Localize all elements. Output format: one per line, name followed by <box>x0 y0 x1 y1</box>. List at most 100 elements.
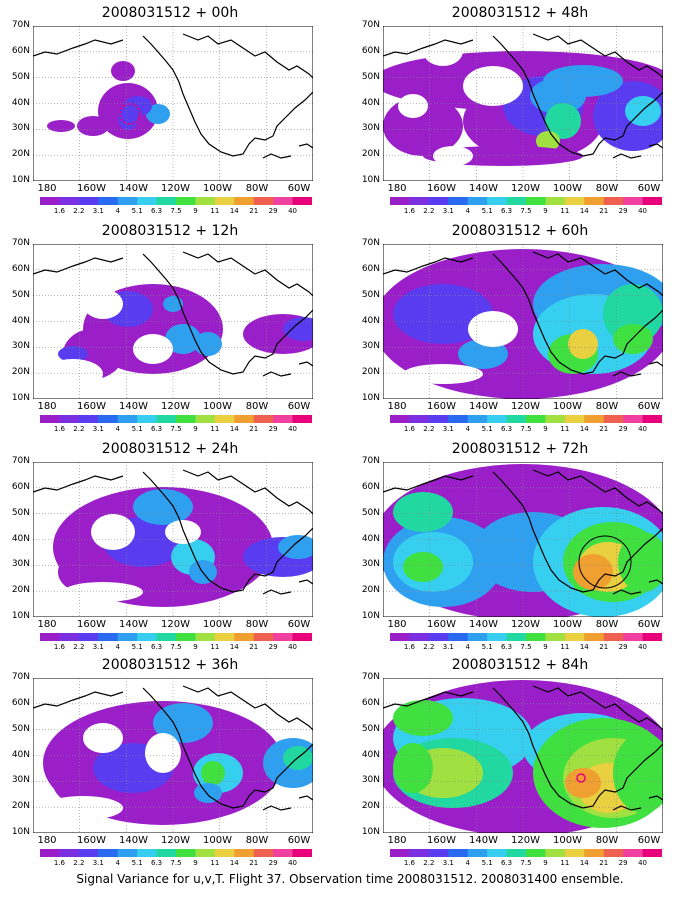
latitude-label: 50N <box>11 723 30 734</box>
colorbar-label: 4 <box>465 859 470 867</box>
colorbar-swatch <box>545 849 566 857</box>
panel-title: 2008031512 + 24h <box>101 441 239 457</box>
latitude-label: 20N <box>11 149 30 160</box>
colorbar-swatch <box>564 415 585 423</box>
colorbar-swatch <box>428 849 449 857</box>
map-panel: 2008031512 + 72h 70N 60N 50N 40N 30N 20N 10N 180… <box>350 440 670 652</box>
latitude-label: 60N <box>361 45 380 56</box>
colorbar-label: 5.1 <box>131 207 143 215</box>
colorbar-label: 11 <box>560 859 570 867</box>
colorbar-swatch <box>564 633 585 641</box>
colorbar-swatch <box>526 633 546 641</box>
colorbar-label: 29 <box>268 207 278 215</box>
colorbar-swatch <box>467 415 488 423</box>
colorbar-label: 2.2 <box>73 643 85 651</box>
latitude-label: 30N <box>361 123 380 134</box>
colorbar-swatch <box>409 197 430 205</box>
colorbar-swatch <box>526 849 546 857</box>
latitude-label: 70N <box>11 20 30 30</box>
latitude-label: 20N <box>361 801 380 812</box>
colorbar-label: 3.1 <box>442 859 454 867</box>
variance-map <box>33 244 313 399</box>
latitude-label: 20N <box>11 801 30 812</box>
colorbar-swatch <box>78 633 99 641</box>
colorbar-label: 3.1 <box>92 425 104 433</box>
colorbar-swatch <box>40 415 60 423</box>
latitude-label: 50N <box>11 507 30 518</box>
colorbar-label: 9 <box>193 643 198 651</box>
latitude-label: 50N <box>361 71 380 82</box>
low-variance-area <box>403 364 483 384</box>
longitude-label: 80W <box>595 401 619 412</box>
colorbar-label: 11 <box>210 859 220 867</box>
low-variance-area <box>423 36 463 66</box>
longitude-label: 100W <box>203 835 232 846</box>
variance-contour <box>201 761 225 785</box>
longitude-label: 100W <box>203 619 232 630</box>
colorbar-swatch <box>273 197 294 205</box>
colorbar-label: 7.5 <box>170 859 182 867</box>
colorbar-label: 3.1 <box>442 425 454 433</box>
low-variance-area <box>468 311 518 347</box>
colorbar-swatch <box>40 197 60 205</box>
colorbar-swatch <box>584 415 605 423</box>
colorbar-label: 6.3 <box>150 425 163 433</box>
longitude-label: 180 <box>37 835 57 846</box>
colorbar-swatch <box>234 415 255 423</box>
panel-title: 2008031512 + 60h <box>451 223 589 239</box>
colorbar-swatch <box>137 415 158 423</box>
colorbar-label: 21 <box>599 207 609 215</box>
longitude-label: 80W <box>245 183 269 194</box>
colorbar-label: 6.3 <box>500 207 513 215</box>
colorbar-label: 4 <box>465 207 470 215</box>
colorbar-swatch <box>137 197 158 205</box>
longitude-label: 80W <box>595 619 619 630</box>
colorbar-label: 1.6 <box>403 425 415 433</box>
colorbar-swatch <box>526 197 546 205</box>
colorbar-swatch <box>137 633 158 641</box>
variance-contour <box>77 116 109 136</box>
latitude-label: 70N <box>361 456 380 466</box>
colorbar-label: 1.6 <box>403 643 415 651</box>
colorbar-label: 9 <box>193 207 198 215</box>
colorbar-swatch <box>156 197 177 205</box>
colorbar-label: 9 <box>193 425 198 433</box>
variance-contour <box>124 96 152 116</box>
low-variance-area <box>63 582 143 602</box>
colorbar-swatch <box>214 633 235 641</box>
region-circle <box>578 535 632 589</box>
colorbar <box>390 849 662 857</box>
colorbar-swatch <box>448 415 469 423</box>
colorbar-swatch <box>603 197 624 205</box>
colorbar-label: 6.3 <box>500 425 513 433</box>
colorbar-label: 1.6 <box>53 643 65 651</box>
colorbar-label: 14 <box>229 425 239 433</box>
colorbar-swatch <box>448 633 469 641</box>
map-panel: 2008031512 + 60h 70N 60N 50N 40N 30N 20N 10N 180… <box>350 222 670 434</box>
colorbar-label: 7.5 <box>520 207 532 215</box>
latitude-label: 20N <box>361 585 380 596</box>
colorbar-label: 40 <box>288 425 298 433</box>
colorbar-swatch <box>98 197 119 205</box>
coastline <box>33 33 313 159</box>
colorbar-swatch <box>117 633 138 641</box>
panel-title: 2008031512 + 12h <box>101 223 239 239</box>
colorbar-label: 9 <box>193 859 198 867</box>
colorbar-label: 2.2 <box>73 207 85 215</box>
low-variance-area <box>398 94 428 118</box>
colorbar-label: 2.2 <box>423 859 435 867</box>
longitude-label: 100W <box>553 619 582 630</box>
colorbar-swatch <box>545 197 566 205</box>
colorbar-label: 5.1 <box>481 859 493 867</box>
longitude-label: 180 <box>387 835 407 846</box>
latitude-label: 20N <box>361 367 380 378</box>
latitude-label: 20N <box>11 367 30 378</box>
colorbar-swatch <box>59 633 80 641</box>
longitude-label: 160W <box>427 183 456 194</box>
longitude-label: 100W <box>203 183 232 194</box>
colorbar-label: 4 <box>115 207 120 215</box>
colorbar-swatch <box>428 415 449 423</box>
variance-map <box>383 678 663 833</box>
colorbar-swatch <box>78 197 99 205</box>
low-variance-area <box>91 514 135 550</box>
